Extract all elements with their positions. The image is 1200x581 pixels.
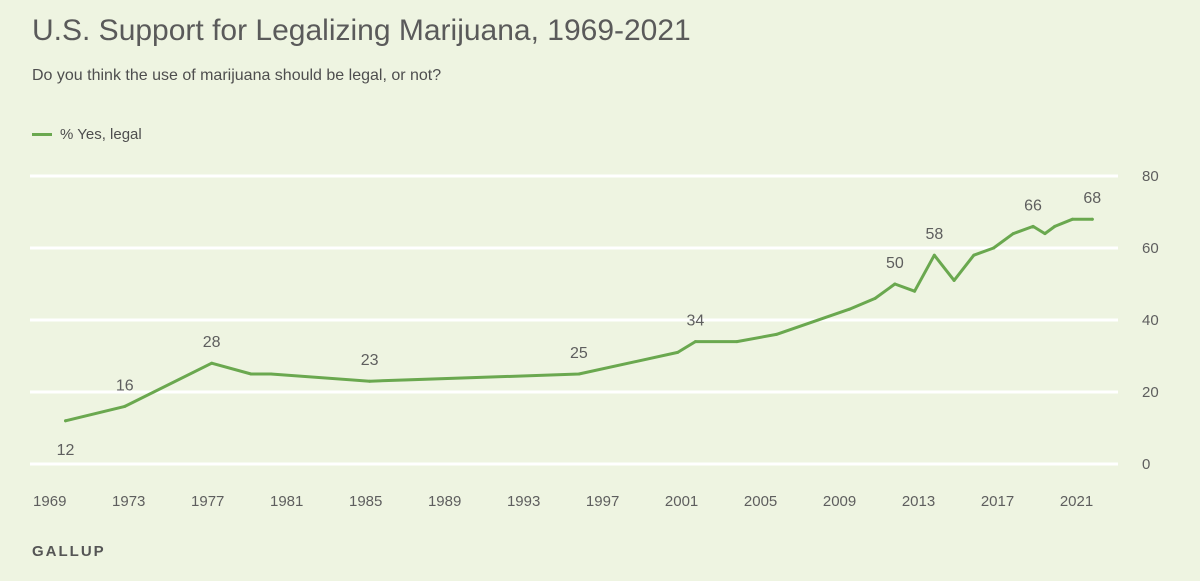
x-tick-label: 1969 [33,493,66,510]
data-label: 58 [925,226,943,243]
data-point [992,246,996,250]
x-tick-label: 1997 [586,493,619,510]
data-point [893,282,897,286]
data-point [210,361,214,365]
data-point [676,350,680,354]
x-tick-label: 1989 [428,493,461,510]
gridlines [30,174,1118,466]
data-point [1090,217,1094,221]
data-point [1071,217,1075,221]
data-label: 34 [687,313,705,330]
x-tick-label: 1973 [112,493,145,510]
data-label: 66 [1024,197,1042,214]
y-tick-label: 80 [1142,168,1159,185]
y-tick-label: 0 [1142,456,1150,473]
x-tick-label: 1985 [349,493,382,510]
data-point [123,404,127,408]
x-tick-label: 2017 [981,493,1014,510]
data-point [577,372,581,376]
data-label: 25 [570,345,588,362]
legend-line-swatch [32,133,52,136]
data-point [774,332,778,336]
y-tick-label: 40 [1142,312,1159,329]
data-point [1043,232,1047,236]
data-point [913,289,917,293]
data-label: 28 [203,334,221,351]
y-axis-ticks: 0 20 40 60 80 [1142,168,1159,473]
x-tick-label: 1981 [270,493,303,510]
x-tick-label: 1977 [191,493,224,510]
data-label: 23 [361,352,379,369]
data-point [368,379,372,383]
series-points [64,217,1094,423]
data-labels: 12 16 28 23 25 34 50 58 66 68 [57,190,1102,459]
data-point [932,253,936,257]
chart-title: U.S. Support for Legalizing Marijuana, 1… [32,14,691,47]
data-point [269,372,273,376]
data-label: 12 [57,442,75,459]
x-tick-label: 2013 [902,493,935,510]
data-point [1031,224,1035,228]
data-point [735,340,739,344]
data-point [249,372,253,376]
chart-subtitle: Do you think the use of marijuana should… [32,67,442,84]
data-point [1011,232,1015,236]
x-tick-label: 2001 [665,493,698,510]
source-label: GALLUP [32,543,106,560]
y-tick-label: 20 [1142,384,1159,401]
x-tick-label: 2005 [744,493,777,510]
chart-legend: % Yes, legal [32,126,142,143]
x-axis-ticks: 1969 1973 1977 1981 1985 1989 1993 1997 2001 2005… [33,493,1093,510]
data-label: 16 [116,377,134,394]
data-point [873,296,877,300]
data-label: 50 [886,255,904,272]
legend-label: % Yes, legal [60,126,142,143]
data-point [972,253,976,257]
x-tick-label: 2021 [1060,493,1093,510]
data-label: 68 [1083,190,1101,207]
data-point [847,307,851,311]
data-point [64,419,68,423]
x-tick-label: 2009 [823,493,856,510]
data-point [1053,224,1057,228]
y-tick-label: 60 [1142,240,1159,257]
data-point [693,340,697,344]
x-tick-label: 1993 [507,493,540,510]
data-point [952,278,956,282]
